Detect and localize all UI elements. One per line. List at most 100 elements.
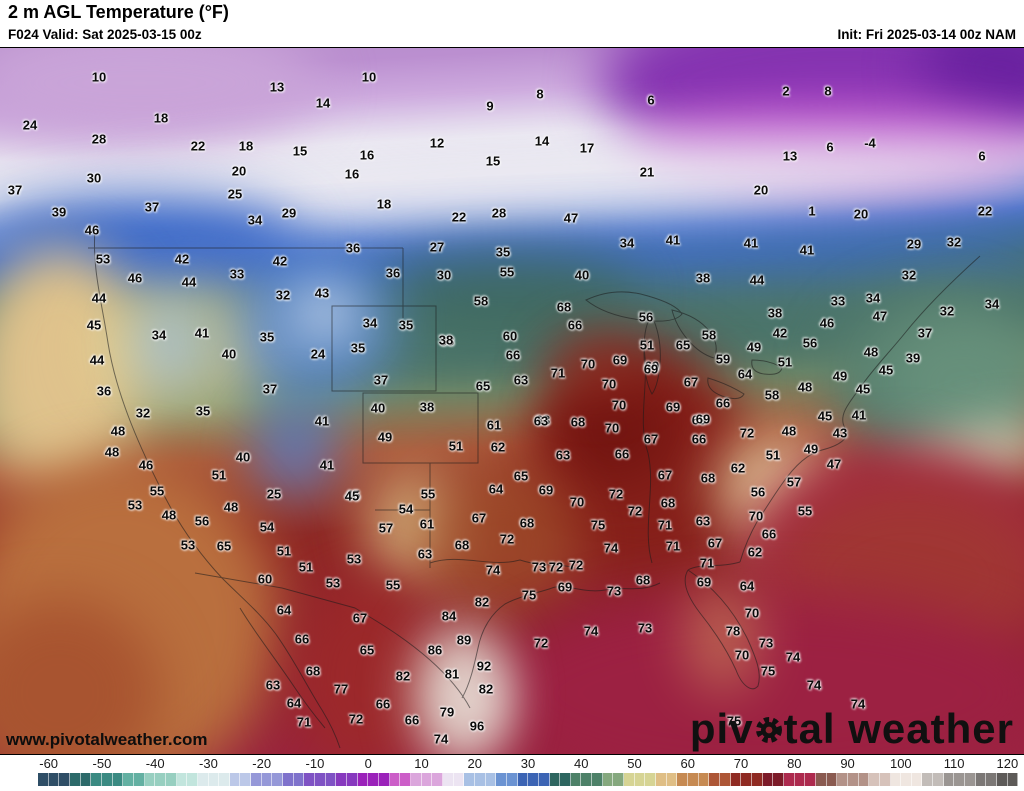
temp-label: 57 — [786, 474, 802, 490]
colorbar-segment — [453, 773, 465, 786]
temp-label: 60 — [502, 328, 518, 344]
logo-text-left: piv — [689, 704, 754, 752]
temp-label: 42 — [174, 251, 190, 267]
colorbar-segment — [283, 773, 294, 786]
temp-label: 29 — [281, 205, 297, 221]
temp-label: 42 — [772, 325, 788, 341]
colorbar-segment — [922, 773, 934, 786]
colorbar-segment — [741, 773, 752, 786]
colorbar-segment — [677, 773, 689, 786]
temp-label: 2 — [782, 83, 790, 99]
colorbar-tick: 40 — [574, 756, 589, 771]
colorbar-segment — [720, 773, 731, 786]
colorbar-tick: -20 — [252, 756, 272, 771]
temp-label: 69 — [643, 361, 659, 377]
temp-label: 82 — [478, 681, 494, 697]
temp-label: 68 — [556, 299, 572, 315]
temp-label: 84 — [441, 608, 457, 624]
temp-label: 34 — [151, 327, 167, 343]
colorbar-segment — [911, 773, 923, 786]
colorbar-segment — [251, 773, 262, 786]
temp-label: 47 — [563, 210, 579, 226]
colorbar-segment — [379, 773, 390, 786]
temp-label: 53 — [95, 251, 111, 267]
temp-label: 68 — [660, 495, 676, 511]
temp-label: 74 — [485, 562, 501, 578]
temp-label: 56 — [194, 513, 210, 529]
utah-blue-pocket — [250, 398, 340, 498]
temp-label: 44 — [89, 352, 105, 368]
temp-label: 20 — [853, 206, 869, 222]
colorbar-segment — [837, 773, 848, 786]
colorbar-segment — [933, 773, 944, 786]
temp-label: 18 — [153, 110, 169, 126]
temp-label: 56 — [802, 335, 818, 351]
colorbar-segment — [570, 773, 582, 786]
temp-label: 28 — [491, 205, 507, 221]
temp-label: 51 — [639, 337, 655, 353]
temp-label: 65 — [675, 337, 691, 353]
colorbar-segment — [506, 773, 518, 786]
colorbar-segment — [272, 773, 284, 786]
temp-label: 55 — [149, 483, 165, 499]
colorbar-segment — [48, 773, 60, 786]
temp-label: 36 — [345, 240, 361, 256]
temp-label: 67 — [471, 510, 487, 526]
colorbar-segment — [123, 773, 134, 786]
colorbar-segment — [112, 773, 124, 786]
temp-label: 70 — [604, 420, 620, 436]
temp-label: 9 — [486, 98, 494, 114]
colorbar-segment — [304, 773, 316, 786]
temp-label: 69 — [696, 574, 712, 590]
lake-ontario — [751, 359, 783, 375]
temp-label: 37 — [917, 325, 933, 341]
temp-label: 92 — [476, 658, 492, 674]
valid-time-label: F024 Valid: Sat 2025-03-15 00z — [8, 27, 202, 42]
colorbar-segment — [869, 773, 880, 786]
temp-label: 70 — [580, 356, 596, 372]
temp-label: 51 — [448, 438, 464, 454]
temp-label: 38 — [439, 333, 455, 349]
temp-label: 40 — [370, 400, 386, 416]
temp-label: 37 — [144, 199, 160, 215]
colorbar-segment — [602, 773, 614, 786]
temp-label: 53 — [346, 551, 362, 567]
temp-label: 66 — [761, 526, 777, 542]
temp-label: 45 — [344, 488, 360, 504]
colorbar-tick: 80 — [787, 756, 802, 771]
colorbar-segment — [986, 773, 998, 786]
midwest-maroon-core — [555, 373, 675, 483]
temp-label: 55 — [420, 486, 436, 502]
temp-label: 63 — [535, 412, 551, 428]
temp-label: 41 — [319, 457, 335, 473]
colorbar-segment — [485, 773, 497, 786]
temp-label: 72 — [627, 503, 643, 519]
temp-label: 49 — [377, 429, 393, 445]
temp-label: 39 — [905, 350, 921, 366]
temp-label: 15 — [485, 153, 501, 169]
temp-label: 28 — [91, 131, 107, 147]
colorbar-segment — [368, 773, 379, 786]
temp-label: 72 — [568, 557, 584, 573]
temp-label: 32 — [135, 405, 151, 421]
temp-label: 16 — [344, 166, 360, 182]
temp-label: 35 — [495, 244, 511, 260]
temp-label: 70 — [748, 508, 764, 524]
temp-label: 72 — [739, 425, 755, 441]
temperature-map[interactable]: 10 10 13 14 9 8 6 2 8 24 18 28 22 18 15 16 12 15 14 17 21 13 6… — [0, 47, 1024, 755]
temp-label: 53 — [127, 497, 143, 513]
temp-label: 71 — [665, 538, 681, 554]
temp-label: 1 — [808, 203, 816, 219]
temp-label: 66 — [715, 395, 731, 411]
colorbar-segment — [560, 773, 571, 786]
temp-label: 64 — [276, 602, 292, 618]
temp-label: 65 — [475, 378, 491, 394]
temp-label: 61 — [486, 417, 502, 433]
temp-label: 75 — [760, 663, 776, 679]
temp-label: 73 — [531, 559, 547, 575]
watermark-url: www.pivotalweather.com — [6, 730, 208, 749]
colorbar-segment — [709, 773, 720, 786]
colorbar-segment — [805, 773, 816, 786]
temp-label: 63 — [695, 513, 711, 529]
colorbar-segment — [389, 773, 401, 786]
